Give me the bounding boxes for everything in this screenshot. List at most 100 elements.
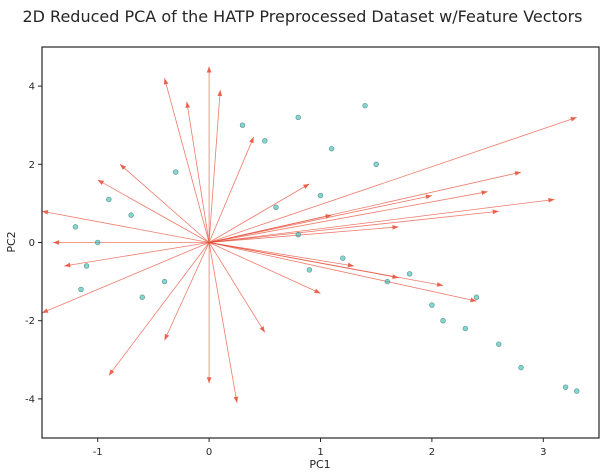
feature-vector-line [209, 226, 399, 243]
feature-vector-line [209, 242, 477, 302]
x-tick-label: 1 [317, 447, 323, 458]
data-point [262, 138, 268, 144]
feature-vector-arrowhead [97, 179, 105, 185]
data-point [384, 278, 391, 285]
data-point [518, 364, 524, 371]
feature-vector-arrowhead [325, 214, 332, 219]
feature-vector-line [209, 195, 432, 243]
data-point [340, 255, 346, 261]
feature-vector-line [208, 136, 255, 243]
data-point [562, 384, 569, 390]
feature-vector-line [186, 101, 210, 243]
data-point [373, 161, 379, 168]
feature-vector-line [208, 242, 266, 333]
feature-vector-arrowhead [425, 194, 432, 200]
x-axis-label: PC1 [309, 458, 330, 471]
feature-vector-arrowhead [217, 90, 223, 97]
feature-vector-arrowhead [42, 308, 49, 313]
data-point [362, 102, 368, 109]
feature-vector-arrowhead [164, 333, 170, 341]
x-axis-ticks: -1 0 1 2 3 [93, 438, 546, 458]
feature-vector-line [97, 179, 210, 243]
feature-vector-line [64, 242, 210, 267]
feature-vector-line [209, 242, 399, 279]
data-point [317, 192, 324, 199]
data-point [273, 204, 279, 211]
feature-vector-line [208, 89, 221, 243]
feature-vector-arrowhead [53, 240, 60, 245]
feature-vector-arrowhead [42, 209, 49, 215]
data-point [574, 388, 580, 394]
feature-vector-arrowhead [392, 224, 399, 230]
feature-vector-line [209, 242, 354, 267]
feature-vector-line [208, 117, 577, 243]
data-point [429, 302, 435, 308]
feature-vector-arrowhead [347, 262, 354, 268]
data-point [94, 239, 101, 246]
x-tick-label: -1 [93, 447, 103, 458]
feature-vector-line [209, 214, 332, 243]
feature-vector-line [209, 191, 488, 243]
data-point [473, 294, 480, 300]
feature-vector-arrowhead [108, 369, 115, 376]
feature-vector-line [41, 242, 210, 314]
feature-vector-arrowhead [119, 164, 127, 171]
data-point [462, 325, 469, 332]
x-tick-label: 2 [429, 447, 435, 458]
feature-vector-arrowhead [314, 288, 321, 294]
feature-vector-arrowhead [570, 117, 577, 122]
data-point [106, 196, 112, 203]
feature-vectors [41, 66, 577, 403]
y-tick-label: 2 [29, 160, 35, 171]
y-axis-ticks: -4 -2 0 2 4 [25, 82, 42, 405]
feature-vector-arrowhead [481, 190, 488, 196]
y-axis-label: PC2 [5, 231, 18, 252]
feature-vector-line [41, 210, 210, 243]
feature-vector-line [209, 210, 499, 243]
data-point [295, 231, 301, 238]
feature-vector-line [209, 199, 555, 243]
data-point [128, 212, 134, 218]
feature-vector-arrowhead [470, 297, 477, 303]
feature-vector-arrowhead [163, 78, 169, 85]
feature-vector-line [208, 183, 310, 243]
feature-vector-arrowhead [249, 136, 254, 144]
data-point [83, 263, 90, 269]
feature-vector-line [208, 242, 238, 403]
feature-vector-line [119, 163, 210, 243]
y-tick-label: 0 [29, 238, 35, 249]
data-point [78, 286, 84, 293]
chart-title: 2D Reduced PCA of the HATP Preprocessed … [22, 7, 582, 26]
feature-vector-arrowhead [259, 326, 265, 333]
feature-vector-arrowhead [64, 262, 71, 268]
data-point [440, 318, 446, 324]
data-point [172, 169, 179, 175]
data-point [496, 341, 502, 347]
feature-vector-line [164, 78, 210, 243]
data-point [328, 145, 335, 152]
data-point [239, 122, 246, 128]
data-point [295, 114, 301, 121]
feature-vector-arrowhead [492, 209, 499, 215]
data-point [139, 294, 145, 300]
pca-points [72, 102, 580, 394]
y-tick-label: 4 [29, 82, 35, 93]
feature-vector-line [164, 242, 210, 341]
y-tick-label: -4 [25, 394, 35, 405]
x-tick-label: 0 [206, 447, 212, 458]
data-point [72, 224, 79, 230]
feature-vector-arrowhead [185, 101, 191, 109]
data-point [161, 278, 168, 285]
x-tick-label: 3 [540, 447, 546, 458]
feature-vector-line [208, 242, 321, 294]
data-point [306, 267, 313, 273]
feature-vector-arrowhead [302, 183, 310, 189]
feature-vector-arrowhead [206, 377, 212, 384]
feature-vector-arrowhead [233, 396, 239, 403]
feature-vector-arrowhead [392, 274, 399, 279]
feature-vector-line [108, 242, 210, 376]
feature-vector-arrowhead [436, 282, 444, 287]
y-tick-label: -2 [25, 316, 35, 327]
feature-vector-arrowhead [548, 197, 555, 203]
